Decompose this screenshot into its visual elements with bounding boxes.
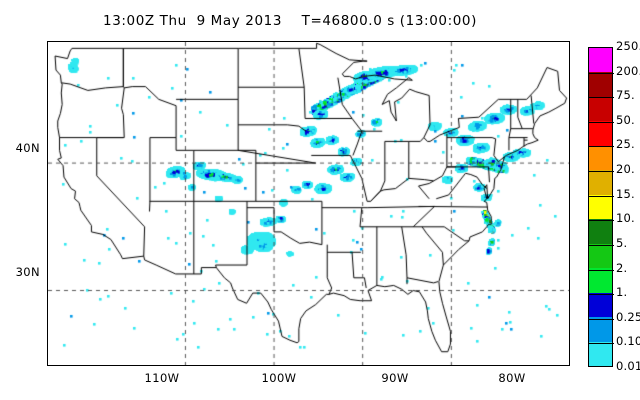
colorbar-band-divider (589, 220, 614, 221)
colorbar-band (589, 317, 612, 342)
colorbar-tick-label: 250. (616, 39, 640, 53)
colorbar-tick-label: 15. (616, 186, 635, 201)
colorbar-bands (588, 47, 614, 367)
colorbar-tick-label: 1. (616, 285, 628, 300)
colorbar-band (589, 72, 612, 97)
colorbar-tick-label: 2. (616, 260, 628, 275)
colorbar-tick-label: 0.01 (616, 359, 640, 373)
colorbar-band-divider (589, 270, 614, 271)
colorbar-tick-label: 0.10 (616, 334, 640, 349)
colorbar-band-divider (589, 319, 614, 320)
lon-tick-label: 110W (144, 371, 180, 385)
colorbar-band (589, 243, 612, 269)
lat-tick-label: 30N (15, 265, 40, 279)
colorbar-band-divider (589, 294, 614, 295)
colorbar-band (589, 292, 612, 318)
colorbar-tick-label: 75. (616, 88, 635, 103)
page-title: 13:00Z Thu 9 May 2013 T=46800.0 s (13:00… (103, 13, 477, 29)
colorbar-band-divider (589, 171, 614, 172)
colorbar-band (589, 341, 612, 367)
colorbar-tick-label: 0.25 (616, 309, 640, 324)
colorbar: 250. 200. 75. 50. 25. 20. 15. 10. 5. 2. 1. 0.25 0.10… (588, 40, 640, 372)
colorbar-band-divider (589, 196, 614, 197)
colorbar-band (589, 268, 612, 293)
lon-tick-label: 80W (498, 371, 526, 385)
colorbar-band (589, 96, 612, 122)
colorbar-tick-label: 5. (616, 235, 628, 250)
colorbar-band-divider (589, 73, 614, 74)
colorbar-tick-label: 10. (616, 211, 635, 226)
colorbar-tick-label: 200. (616, 63, 640, 78)
colorbar-tick-label: 20. (616, 162, 635, 177)
colorbar-band (589, 145, 612, 171)
colorbar-band-divider (589, 122, 614, 123)
colorbar-band (589, 194, 612, 220)
lon-tick-label: 90W (381, 371, 409, 385)
colorbar-tick-label: 25. (616, 137, 635, 152)
colorbar-band (589, 121, 612, 146)
colorbar-band (589, 48, 612, 73)
colorbar-band-divider (589, 343, 614, 344)
colorbar-band (589, 219, 612, 244)
colorbar-band (589, 170, 612, 195)
lon-tick-label: 100W (261, 371, 297, 385)
colorbar-tick-label: 50. (616, 112, 635, 127)
colorbar-band-divider (589, 97, 614, 98)
lat-tick-label: 40N (15, 141, 40, 155)
colorbar-band-divider (589, 245, 614, 246)
map-plot-area (47, 41, 570, 366)
colorbar-band-divider (589, 146, 614, 147)
map-outlines-overlay (48, 42, 569, 365)
